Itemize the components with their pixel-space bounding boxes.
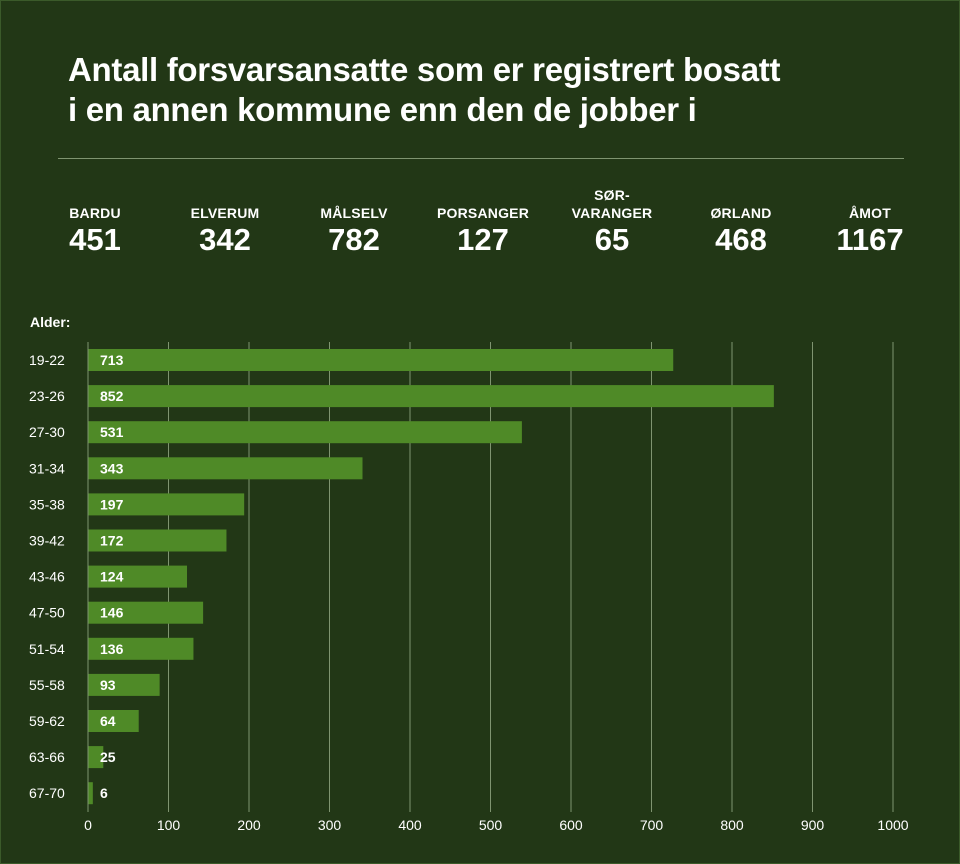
- data-label: 172: [100, 533, 124, 549]
- data-label: 713: [100, 352, 124, 368]
- bar: [88, 529, 227, 552]
- data-label: 852: [100, 388, 124, 404]
- x-tick-label: 500: [479, 817, 503, 833]
- stat-label-line: ØRLAND: [710, 205, 772, 221]
- category-label: 43-46: [29, 569, 65, 585]
- bar: [88, 349, 674, 371]
- stat-label-line: BARDU: [69, 205, 121, 221]
- category-label: 19-22: [29, 352, 65, 368]
- bar: [88, 746, 104, 769]
- data-label: 343: [100, 460, 124, 476]
- category-label: 23-26: [29, 388, 65, 404]
- chart-title: Antall forsvarsansatte som er registrert…: [68, 50, 908, 130]
- category-label: 59-62: [29, 713, 65, 729]
- bar: [88, 637, 194, 660]
- data-label: 64: [100, 713, 116, 729]
- category-label: 31-34: [29, 460, 65, 476]
- stat-label-line: MÅLSELV: [320, 205, 388, 221]
- stat-orland: ØRLAND 468: [676, 178, 806, 258]
- x-tick-label: 100: [157, 817, 181, 833]
- data-label: 197: [100, 496, 124, 512]
- data-label: 124: [100, 569, 124, 585]
- data-label: 93: [100, 677, 116, 693]
- stat-bardu: BARDU 451: [30, 178, 160, 258]
- category-label: 39-42: [29, 533, 65, 549]
- stat-label-line: SØR-: [594, 187, 630, 203]
- x-tick-label: 400: [398, 817, 422, 833]
- bar: [88, 493, 245, 516]
- stat-label: MÅLSELV: [289, 204, 419, 222]
- y-axis-label: Alder:: [30, 314, 71, 330]
- data-label: 25: [100, 749, 116, 765]
- municipality-stats: BARDU 451 ELVERUM 342 MÅLSELV 782 PORSAN…: [30, 178, 935, 258]
- title-line-2: i en annen kommune enn den de jobber i: [68, 91, 697, 128]
- stat-elverum: ELVERUM 342: [160, 178, 290, 258]
- data-label: 146: [100, 605, 124, 621]
- category-label: 51-54: [29, 641, 65, 657]
- stat-label: PORSANGER: [418, 204, 548, 222]
- stat-value: 451: [69, 222, 121, 257]
- category-label: 35-38: [29, 496, 65, 512]
- x-tick-label: 200: [237, 817, 261, 833]
- stat-label-line: ELVERUM: [190, 205, 260, 221]
- stat-label-line: ÅMOT: [848, 205, 891, 221]
- bar: [88, 782, 93, 805]
- stat-label: ÅMOT: [805, 204, 935, 222]
- bar: [88, 710, 139, 732]
- category-label: 55-58: [29, 677, 65, 693]
- bar: [88, 457, 363, 480]
- category-label: 47-50: [29, 605, 65, 621]
- bar: [88, 385, 774, 408]
- x-tick-label: 1000: [877, 817, 908, 833]
- x-tick-label: 300: [318, 817, 342, 833]
- title-divider: [58, 158, 904, 159]
- bar: [88, 421, 522, 444]
- category-label: 27-30: [29, 424, 65, 440]
- category-label: 67-70: [29, 785, 65, 801]
- stat-value: 782: [328, 222, 380, 257]
- title-line-1: Antall forsvarsansatte som er registrert…: [68, 51, 781, 88]
- stat-label: ØRLAND: [676, 204, 806, 222]
- bar: [88, 565, 188, 588]
- stat-label: SØR- VARANGER: [547, 186, 677, 222]
- category-label: 63-66: [29, 749, 65, 765]
- x-tick-label: 700: [640, 817, 664, 833]
- stat-value: 1167: [836, 222, 904, 257]
- stat-label-line: VARANGER: [571, 205, 653, 221]
- x-tick-label: 900: [801, 817, 825, 833]
- bar: [88, 673, 160, 696]
- stat-value: 65: [594, 222, 630, 257]
- data-label: 531: [100, 424, 124, 440]
- stat-label: ELVERUM: [160, 204, 290, 222]
- stat-sor-varanger: SØR- VARANGER 65: [547, 178, 677, 258]
- data-label: 6: [100, 785, 108, 801]
- bar-chart: 19-22 713 23-26 852 27-30 531 31-34 343 35-38 197…: [29, 342, 909, 833]
- stat-label-line: PORSANGER: [436, 205, 530, 221]
- stat-porsanger: PORSANGER 127: [418, 178, 548, 258]
- stat-value: 468: [715, 222, 767, 257]
- stat-amot: ÅMOT 1167: [805, 178, 935, 258]
- stat-label: BARDU: [30, 204, 160, 222]
- x-tick-label: 800: [720, 817, 744, 833]
- x-tick-label: 0: [84, 817, 92, 833]
- stat-malselv: MÅLSELV 782: [289, 178, 419, 258]
- data-label: 136: [100, 641, 124, 657]
- x-tick-label: 600: [559, 817, 583, 833]
- stat-value: 342: [199, 222, 251, 257]
- bar: [88, 601, 204, 624]
- stat-value: 127: [457, 222, 509, 257]
